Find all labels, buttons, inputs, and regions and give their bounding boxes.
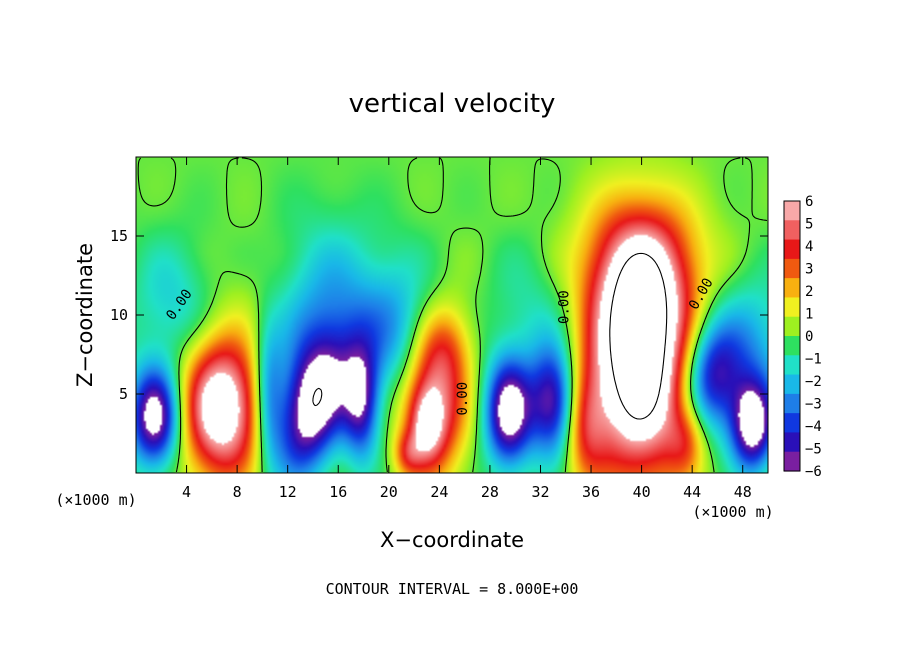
contour-lines: [137, 157, 768, 473]
colorbar-tick-label: 2: [805, 284, 813, 300]
colorbar-tick-label: −4: [805, 419, 822, 435]
colorbar-tick-label: 5: [805, 217, 813, 233]
y-tick-label: 15: [110, 227, 128, 245]
colorbar-swatch: [784, 451, 800, 472]
colorbar-swatch: [784, 258, 800, 279]
colorbar-tick-label: 4: [805, 239, 813, 255]
x-tick-label: 48: [734, 483, 752, 501]
colorbar-swatch: [784, 278, 800, 299]
x-tick-label: 8: [233, 483, 242, 501]
colorbar-swatch: [784, 220, 800, 241]
y-axis-title: Z−coordinate: [73, 243, 97, 387]
y-tick-label: 5: [119, 385, 128, 403]
colorbar-tick-label: −2: [805, 374, 822, 390]
x-tick-label: 28: [481, 483, 499, 501]
chart-title: vertical velocity: [349, 89, 556, 119]
x-tick-label: 4: [182, 483, 191, 501]
contour-label: 0.00: [556, 290, 572, 324]
colorbar-tick-label: 3: [805, 262, 813, 278]
contour-line: [312, 387, 323, 407]
x-tick-label: 24: [430, 483, 448, 501]
colorbar-swatch: [784, 432, 800, 453]
contour-label: 0.00: [455, 382, 471, 416]
colorbar-tick-label: 6: [805, 194, 813, 210]
x-tick-label: 40: [633, 483, 651, 501]
colorbar-tick-label: 1: [805, 307, 813, 323]
colorbar-tick-label: −3: [805, 397, 822, 413]
colorbar-swatch: [784, 201, 800, 221]
y-axis-ticks: 5 10 15: [110, 227, 768, 403]
y-tick-label: 10: [110, 306, 128, 324]
colorbar-swatch: [784, 297, 800, 318]
colorbar-frame: [783, 200, 801, 472]
heatmap-field: [136, 157, 768, 473]
x-axis-ticks: 4 8 12 16 20 24 28 32 36 40 44 48: [182, 157, 752, 501]
colorbar-swatch: [784, 336, 800, 356]
x-tick-label: 12: [279, 483, 297, 501]
x-tick-label: 36: [582, 483, 600, 501]
x-axis-title: X−coordinate: [380, 528, 524, 552]
x-tick-label: 44: [683, 483, 701, 501]
x-unit-label-left: (×1000 m): [55, 491, 136, 509]
colorbar-tick-label: −6: [805, 464, 822, 480]
colorbar-swatch: [784, 239, 800, 260]
x-tick-label: 32: [531, 483, 549, 501]
contour-line: [609, 252, 668, 420]
colorbar-swatch: [784, 374, 800, 395]
x-tick-label: 16: [329, 483, 347, 501]
colorbar: 6 5 4 3 2 1 0 −1 −2 −3 −4 −5 −6: [783, 194, 822, 480]
colorbar-swatch: [784, 316, 800, 337]
colorbar-swatch: [784, 355, 800, 376]
contour-line: [137, 157, 768, 473]
x-unit-label-right: (×1000 m): [692, 503, 773, 521]
colorbar-swatch: [784, 413, 800, 434]
colorbar-tick-label: −1: [805, 352, 822, 368]
x-tick-label: 20: [380, 483, 398, 501]
colorbar-swatch: [784, 393, 800, 414]
colorbar-tick-label: −5: [805, 442, 822, 458]
colorbar-tick-label: 0: [805, 329, 813, 345]
contour-interval-footer: CONTOUR INTERVAL = 8.000E+00: [326, 580, 579, 598]
